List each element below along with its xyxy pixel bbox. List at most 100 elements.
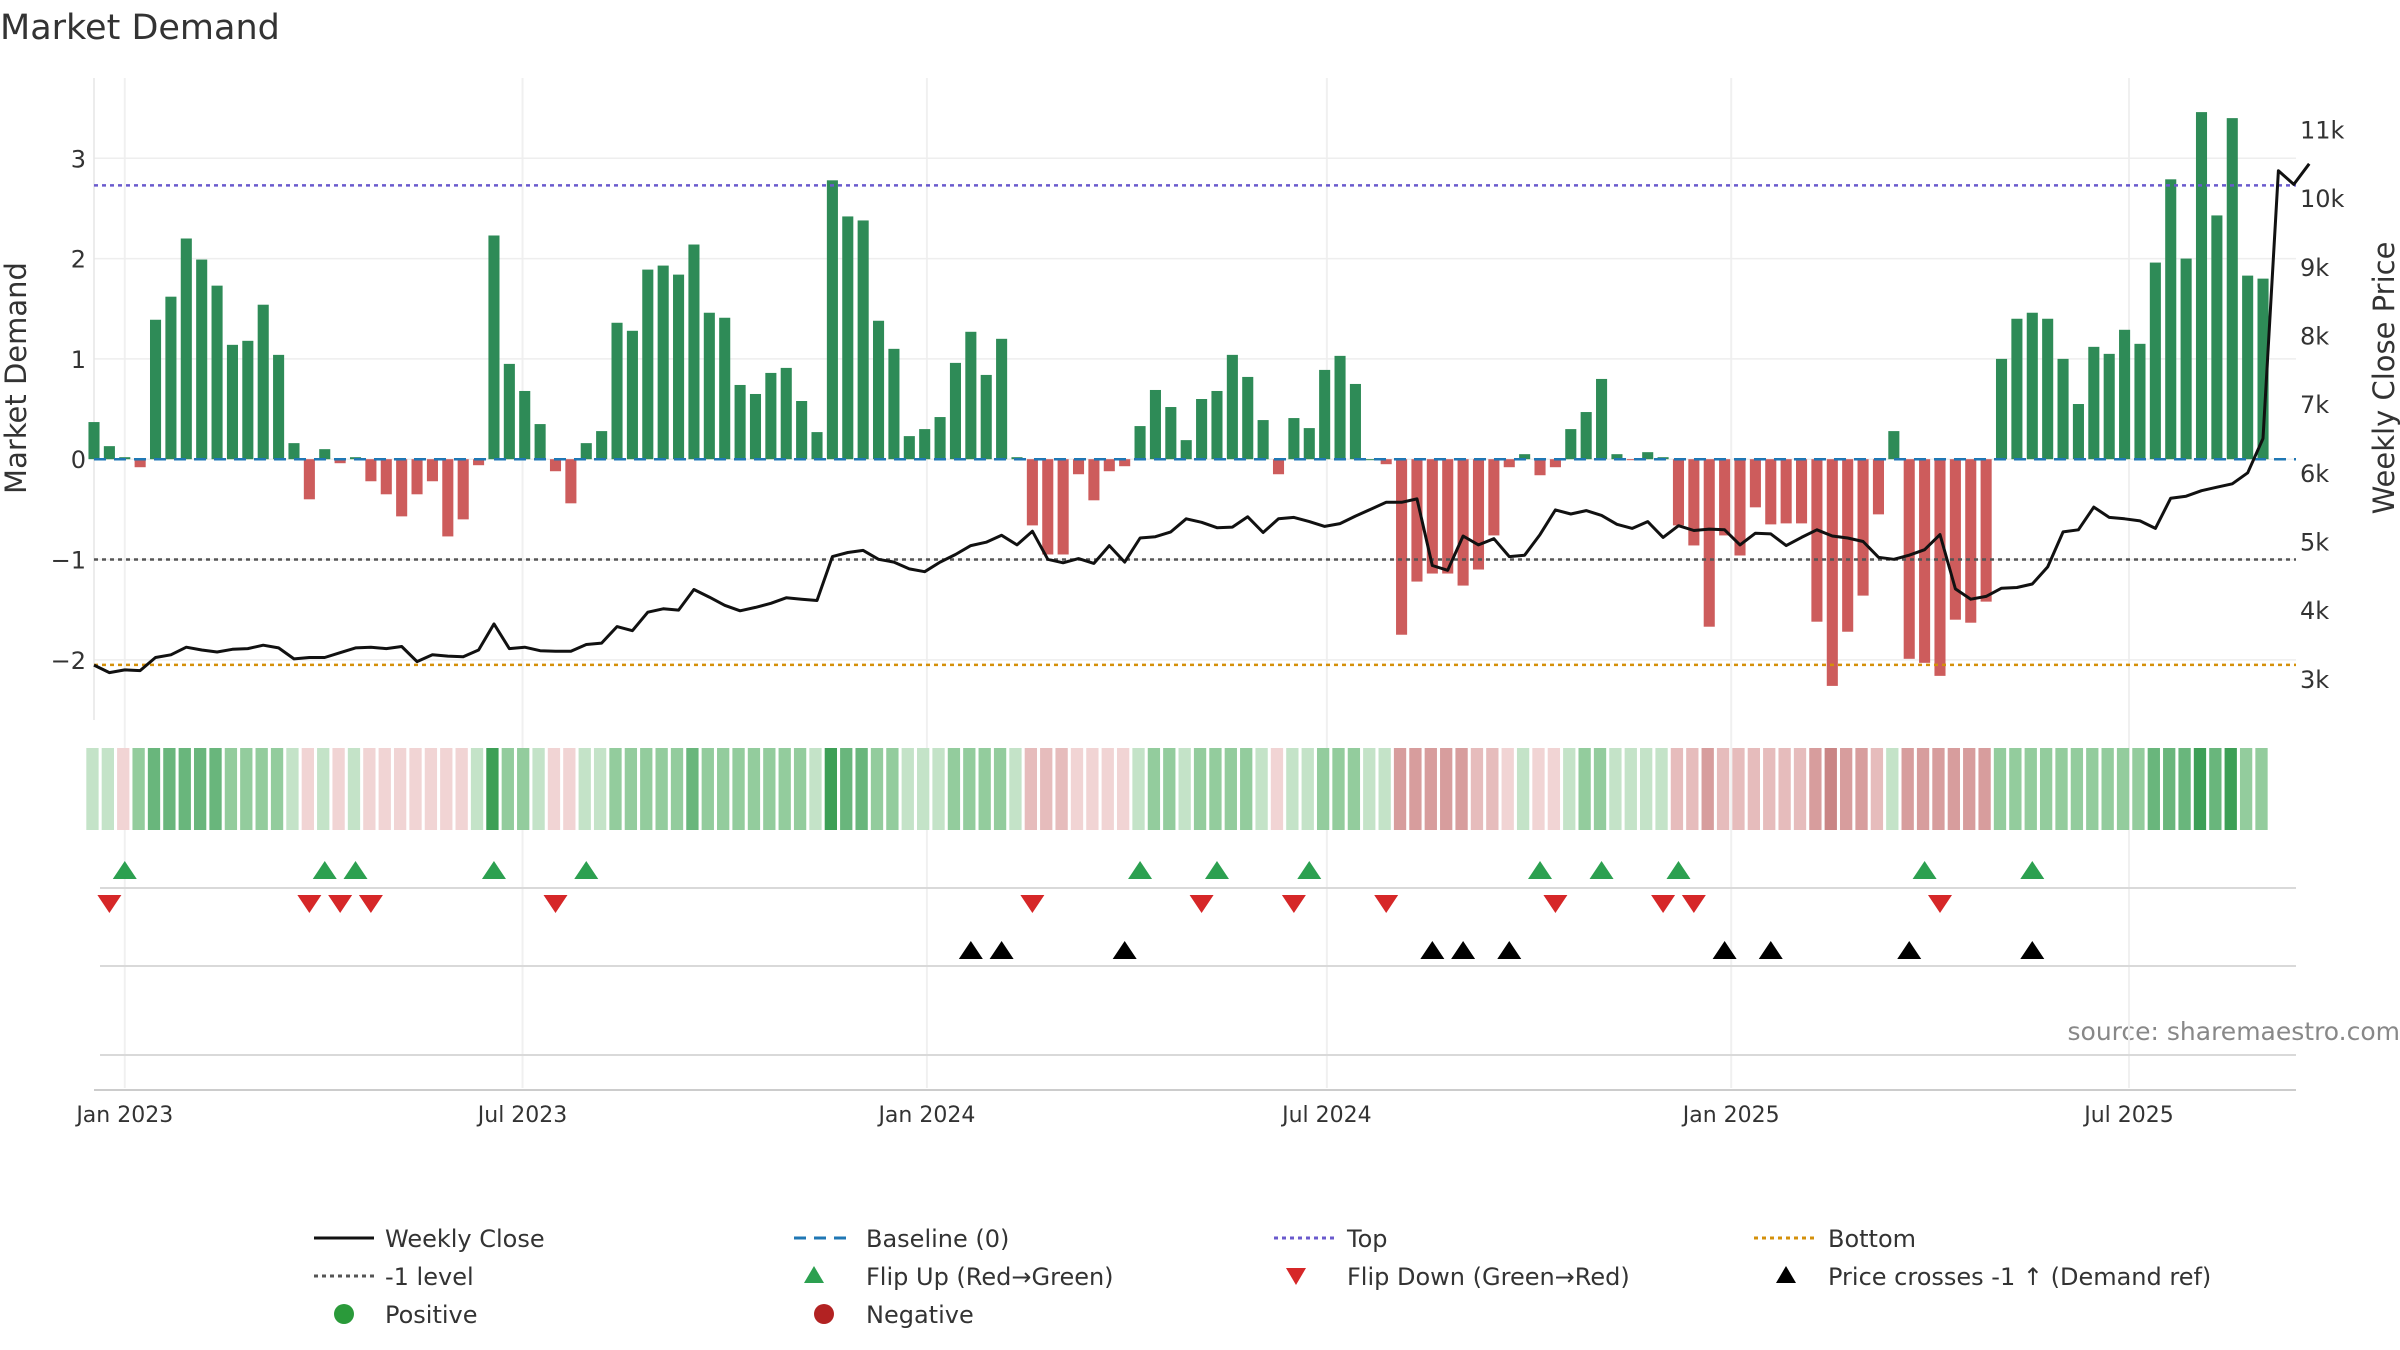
demand-bar-positive — [780, 367, 792, 460]
demand-bar-negative — [411, 459, 423, 495]
demand-heat-tile — [1224, 748, 1237, 830]
y-tick-label-left: 3 — [71, 145, 86, 173]
demand-heat-tile — [978, 748, 991, 830]
demand-bar-positive — [965, 331, 977, 460]
demand-heat-tile — [840, 748, 853, 830]
legend-label-minus1-level: -1 level — [385, 1263, 474, 1291]
y-tick-label-left: −1 — [51, 547, 86, 575]
demand-heat-tile — [2055, 748, 2068, 830]
demand-heat-tile — [1670, 748, 1684, 830]
demand-bar-negative — [1549, 459, 1561, 468]
plot-area — [86, 78, 2311, 1088]
demand-bar-positive — [1242, 376, 1254, 460]
demand-bar-negative — [1703, 459, 1715, 627]
demand-bar-positive — [796, 401, 808, 460]
demand-bar-negative — [1688, 459, 1700, 546]
demand-heat-tile — [1409, 748, 1422, 830]
demand-bar-positive — [1149, 389, 1161, 460]
demand-bar-negative — [1796, 459, 1808, 524]
demand-heat-tile — [717, 748, 730, 830]
demand-heat-tile — [1993, 748, 2007, 830]
demand-heat-tile — [2009, 748, 2022, 830]
price-cross-marker — [1420, 941, 1445, 959]
flip-down-marker — [1020, 895, 1045, 913]
demand-bar-positive — [1349, 383, 1361, 460]
demand-heat-tile — [440, 748, 453, 830]
demand-heat-tile — [1040, 748, 1053, 830]
demand-heat-tile — [1470, 748, 1484, 830]
demand-heat-tile — [1455, 748, 1468, 830]
demand-heat-tile — [455, 748, 468, 830]
demand-heat-tile — [363, 748, 376, 830]
demand-heat-tile — [1393, 748, 1407, 830]
demand-bar-positive — [2011, 318, 2023, 460]
demand-bar-negative — [1057, 459, 1069, 555]
demand-bar-positive — [288, 443, 300, 460]
demand-heat-tile — [347, 748, 361, 830]
demand-heat-tile — [793, 748, 807, 830]
demand-bar-negative — [473, 459, 485, 466]
flip-up-marker — [1128, 861, 1153, 879]
demand-heat-tile — [1270, 748, 1284, 830]
demand-bar-negative — [1042, 459, 1054, 555]
demand-heat-tile — [1809, 748, 1822, 830]
demand-heat-tile — [609, 748, 622, 830]
flip-up-marker — [312, 861, 337, 879]
demand-heat-tile — [2163, 748, 2176, 830]
demand-heat-tile — [378, 748, 391, 830]
x-tick-label: Jan 2024 — [876, 1103, 975, 1128]
demand-heat-tile — [1624, 748, 1637, 830]
demand-bar-negative — [1396, 459, 1408, 635]
demand-heat-tile — [101, 748, 114, 830]
demand-heat-tile — [1947, 748, 1960, 830]
y-tick-label-right: 10k — [2300, 185, 2345, 213]
demand-heat-tile — [1332, 748, 1345, 830]
price-cross-marker — [1112, 941, 1137, 959]
demand-heat-tile — [1824, 748, 1837, 830]
demand-heat-tile — [1363, 748, 1376, 830]
demand-heat-tile — [301, 748, 314, 830]
y-tick-label-right: 3k — [2300, 666, 2329, 694]
demand-bar-positive — [488, 235, 500, 460]
flip-down-marker — [1281, 895, 1306, 913]
demand-bar-positive — [857, 220, 869, 460]
demand-heat-tile — [1963, 748, 1976, 830]
demand-heat-tile — [932, 748, 945, 830]
demand-bar-negative — [1088, 459, 1100, 501]
y-tick-label-right: 9k — [2300, 254, 2329, 282]
demand-heat-tile — [686, 748, 699, 830]
demand-bar-positive — [88, 422, 100, 460]
demand-bar-positive — [2103, 353, 2115, 460]
flip-up-marker — [1589, 861, 1614, 879]
price-cross-marker — [1758, 941, 1783, 959]
demand-bar-positive — [1226, 354, 1238, 460]
flip-up-marker — [1297, 861, 1322, 879]
x-tick-label: Jul 2025 — [2082, 1103, 2174, 1128]
legend: Weekly Close Baseline (0) Top Bottom -1 … — [314, 1225, 2211, 1329]
flip-down-marker — [1374, 895, 1399, 913]
demand-heat-tile — [1301, 748, 1314, 830]
legend-label-flip-down: Flip Down (Green→Red) — [1347, 1263, 1630, 1291]
demand-heat-tile — [86, 748, 99, 830]
demand-heat-tile — [1932, 748, 1945, 830]
y-tick-label-right: 8k — [2300, 322, 2329, 350]
demand-bar-negative — [1026, 459, 1038, 526]
demand-bar-negative — [1380, 459, 1392, 465]
demand-bar-negative — [1965, 459, 1977, 623]
demand-bar-negative — [1442, 459, 1454, 574]
demand-heat-tile — [1424, 748, 1437, 830]
demand-bar-negative — [396, 459, 408, 517]
legend-label-price-cross: Price crosses -1 ↑ (Demand ref) — [1828, 1263, 2211, 1291]
demand-bar-positive — [811, 432, 823, 460]
demand-bar-negative — [380, 459, 392, 495]
demand-heat-tile — [2255, 748, 2268, 830]
demand-heat-tile — [901, 748, 914, 830]
demand-heat-tile — [163, 748, 176, 830]
demand-bar-positive — [765, 372, 777, 460]
legend-icon-price-cross — [1776, 1266, 1796, 1283]
demand-heat-tile — [1886, 748, 1899, 830]
legend-label-top: Top — [1346, 1225, 1388, 1253]
demand-bar-negative — [565, 459, 577, 504]
demand-bar-positive — [2119, 329, 2131, 460]
demand-bar-positive — [226, 344, 238, 460]
